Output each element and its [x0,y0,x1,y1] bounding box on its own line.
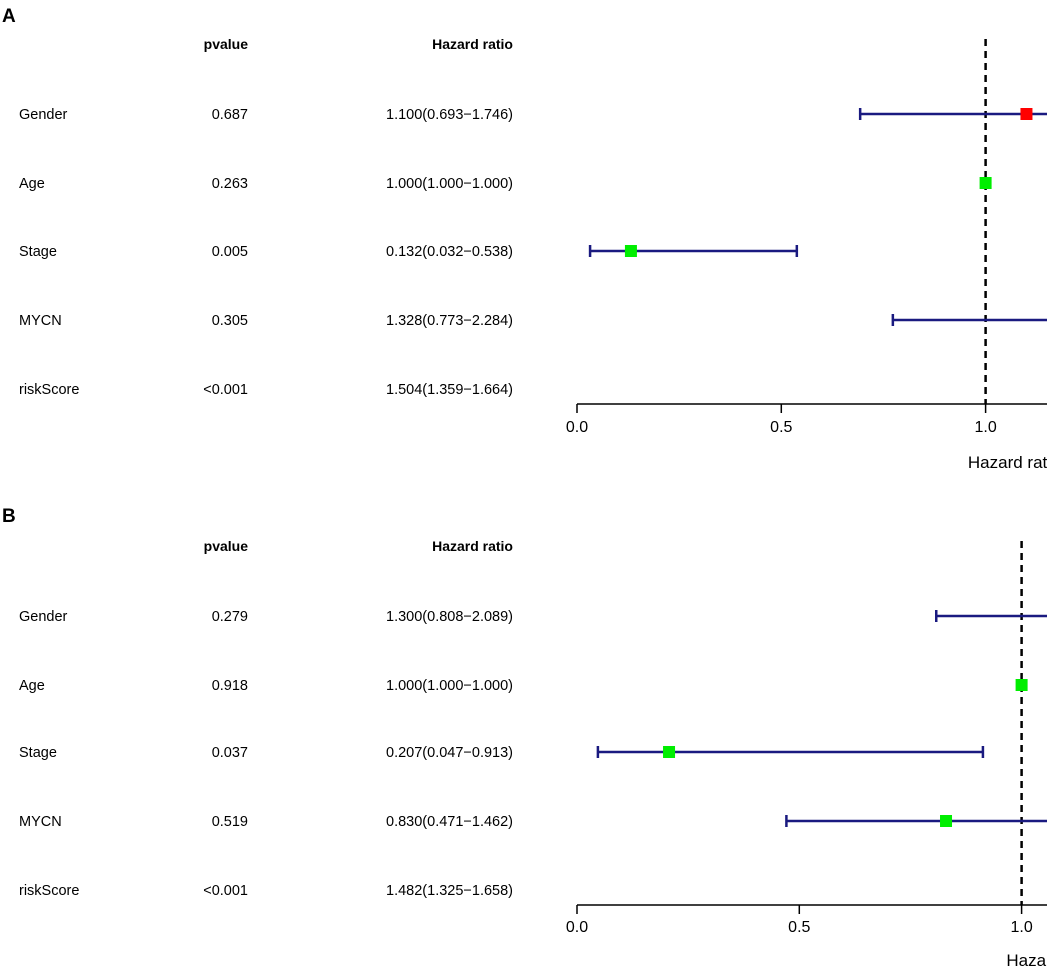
hazard-ratio-cell: 0.830(0.471−1.462) [386,814,513,830]
hr-point-marker [624,245,637,257]
x-tick-label: 1.0 [974,419,996,436]
hr-point-marker [940,815,953,827]
x-tick-label: 0.5 [770,419,792,436]
hr-point-marker [1015,679,1028,691]
row-label: Stage [19,244,57,260]
hazard-ratio-cell: 0.132(0.032−0.538) [386,244,513,260]
pvalue-header: pvalue [204,36,249,52]
pvalue-cell: 0.037 [212,745,248,761]
pvalue-header: pvalue [204,538,249,554]
pvalue-cell: <0.001 [203,883,248,899]
hazard-ratio-header: Hazard ratio [432,36,513,52]
x-tick-label: 1.0 [1010,919,1032,936]
hazard-ratio-cell: 1.504(1.359−1.664) [386,382,513,398]
x-axis-title: Hazard ratio [968,453,1047,472]
pvalue-cell: 0.263 [212,176,248,192]
pvalue-cell: 0.279 [212,609,248,625]
hr-point-marker [979,177,992,189]
hazard-ratio-header: Hazard ratio [432,538,513,554]
pvalue-cell: 0.305 [212,313,248,329]
hazard-ratio-cell: 1.100(0.693−1.746) [386,107,513,123]
x-tick-label: 0.0 [566,919,588,936]
row-label: Age [19,678,45,694]
row-label: riskScore [19,382,79,398]
hr-point-marker [1020,108,1033,120]
row-label: MYCN [19,814,62,830]
row-label: Stage [19,745,57,761]
x-tick-label: 0.5 [788,919,810,936]
row-label: riskScore [19,883,79,899]
hazard-ratio-cell: 0.207(0.047−0.913) [386,745,513,761]
hazard-ratio-cell: 1.328(0.773−2.284) [386,313,513,329]
pvalue-cell: 0.005 [212,244,248,260]
hazard-ratio-cell: 1.000(1.000−1.000) [386,176,513,192]
pvalue-cell: <0.001 [203,382,248,398]
panel-label-a: A [2,6,16,27]
pvalue-cell: 0.519 [212,814,248,830]
hazard-ratio-cell: 1.300(0.808−2.089) [386,609,513,625]
hazard-ratio-cell: 1.000(1.000−1.000) [386,678,513,694]
pvalue-cell: 0.918 [212,678,248,694]
row-label: Age [19,176,45,192]
pvalue-cell: 0.687 [212,107,248,123]
panel-label-b: B [2,506,16,527]
x-tick-label: 0.0 [566,419,588,436]
hr-point-marker [663,746,676,758]
hazard-ratio-cell: 1.482(1.325−1.658) [386,883,513,899]
row-label: Gender [19,609,68,625]
x-axis-title: Hazard ratio [1006,951,1047,970]
row-label: Gender [19,107,68,123]
row-label: MYCN [19,313,62,329]
